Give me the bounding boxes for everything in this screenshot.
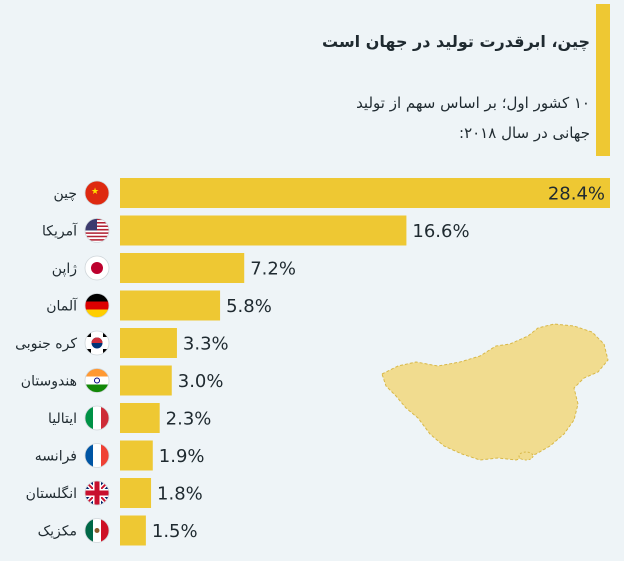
bar	[120, 478, 152, 508]
value-label: 7.2%	[250, 259, 296, 280]
bar-row: 28.4% ★ چین	[53, 178, 610, 208]
value-label: 3.3%	[183, 334, 229, 355]
accent-bar	[596, 4, 610, 156]
bar	[120, 290, 221, 321]
country-label: ایتالیا	[48, 411, 77, 427]
bar-row: 1.5% مکزیک	[38, 515, 198, 546]
bar	[120, 515, 146, 546]
value-label: 2.3%	[166, 409, 212, 430]
mexico-flag-icon	[84, 518, 110, 543]
chart-subtitle: ۱۰ کشور اول؛ بر اساس سهم از تولید جهانی …	[356, 94, 590, 142]
usa-flag-icon	[84, 218, 110, 243]
bar-row: 16.6% آمریکا	[42, 215, 470, 246]
value-label: 1.5%	[152, 521, 198, 542]
value-label: 1.8%	[157, 484, 203, 505]
value-label: 16.6%	[412, 221, 469, 242]
bar	[120, 440, 153, 471]
value-label: 1.9%	[159, 446, 205, 467]
bar-row: 2.3% ایتالیا	[48, 403, 211, 433]
china-map-illustration	[381, 323, 609, 461]
bar	[120, 178, 610, 208]
south-korea-flag-icon	[84, 330, 110, 356]
svg-text:★: ★	[91, 187, 99, 197]
bar-row: 1.8% انگلستان	[26, 478, 203, 508]
france-flag-icon	[84, 443, 110, 468]
bar-row: 1.9% فرانسه	[35, 440, 205, 471]
country-label: انگلستان	[26, 485, 77, 502]
india-flag-icon	[84, 368, 110, 393]
country-label: هندوستان	[21, 374, 77, 390]
country-label: ژاپن	[52, 261, 77, 277]
value-label: 28.4%	[548, 184, 605, 205]
china-flag-icon: ★	[84, 180, 110, 206]
italy-flag-icon	[84, 405, 110, 431]
country-label: مکزیک	[38, 524, 77, 540]
country-label: آمریکا	[42, 223, 78, 240]
japan-flag-icon	[84, 255, 110, 281]
bar	[120, 365, 172, 396]
value-label: 5.8%	[226, 296, 272, 317]
bar	[120, 253, 245, 283]
bar-row: 3.0% هندوستان	[21, 365, 224, 396]
bar-row: 5.8% آلمان	[46, 290, 272, 321]
germany-flag-icon	[84, 293, 110, 318]
bar-row: 7.2% ژاپن	[52, 253, 296, 283]
uk-flag-icon	[84, 480, 110, 506]
bar	[120, 215, 407, 246]
value-label: 3.0%	[178, 371, 224, 392]
country-label: آلمان	[46, 298, 78, 315]
country-label: فرانسه	[35, 449, 77, 465]
country-label: چین	[53, 186, 77, 202]
country-label: کره جنوبی	[15, 336, 77, 352]
bar-row: 3.3% کره جنوبی	[15, 328, 229, 358]
bar	[120, 403, 160, 433]
bar	[120, 328, 177, 358]
chart-title: چین، ابرقدرت تولید در جهان است	[322, 32, 590, 51]
